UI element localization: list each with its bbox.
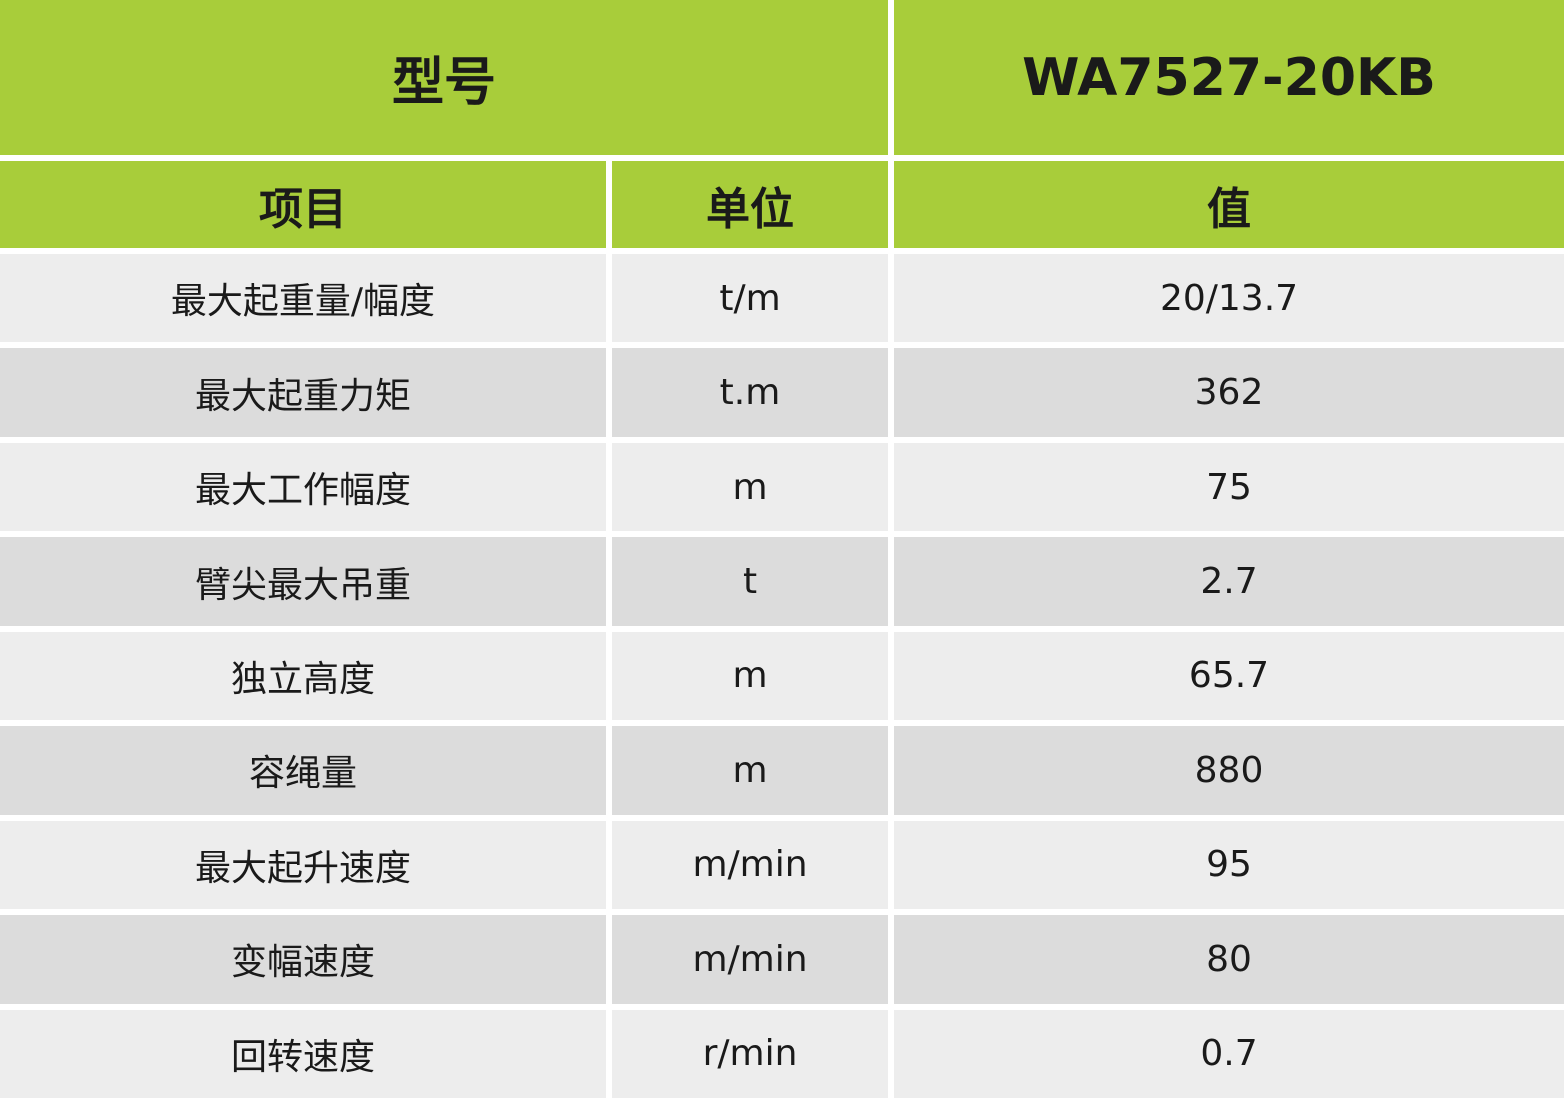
value-cell: 95: [894, 820, 1564, 910]
item-cell: 独立高度: [0, 631, 606, 721]
item-cell: 变幅速度: [0, 915, 606, 1004]
unit-cell: m: [612, 631, 888, 721]
column-header: 单位: [612, 161, 888, 248]
item-cell: 最大工作幅度: [0, 442, 606, 532]
unit-cell: m/min: [612, 820, 888, 910]
value-cell: 2.7: [894, 537, 1564, 626]
value-cell: 362: [894, 348, 1564, 437]
unit-cell: r/min: [612, 1009, 888, 1098]
value-cell: 20/13.7: [894, 254, 1564, 343]
unit-cell: t.m: [612, 348, 888, 437]
item-cell: 最大起升速度: [0, 820, 606, 910]
item-cell: 最大起重量/幅度: [0, 254, 606, 343]
value-cell: 80: [894, 915, 1564, 1004]
item-cell: 回转速度: [0, 1009, 606, 1098]
value-cell: 75: [894, 442, 1564, 532]
unit-cell: m: [612, 442, 888, 532]
model-value: WA7527-20KB: [894, 0, 1564, 155]
unit-cell: m/min: [612, 915, 888, 1004]
item-cell: 容绳量: [0, 726, 606, 815]
column-header: 项目: [0, 161, 606, 248]
unit-cell: t: [612, 537, 888, 626]
model-label: 型号: [0, 0, 888, 155]
item-cell: 最大起重力矩: [0, 348, 606, 437]
value-cell: 880: [894, 726, 1564, 815]
value-cell: 0.7: [894, 1009, 1564, 1098]
value-cell: 65.7: [894, 631, 1564, 721]
unit-cell: t/m: [612, 254, 888, 343]
unit-cell: m: [612, 726, 888, 815]
column-header: 值: [894, 161, 1564, 248]
item-cell: 臂尖最大吊重: [0, 537, 606, 626]
